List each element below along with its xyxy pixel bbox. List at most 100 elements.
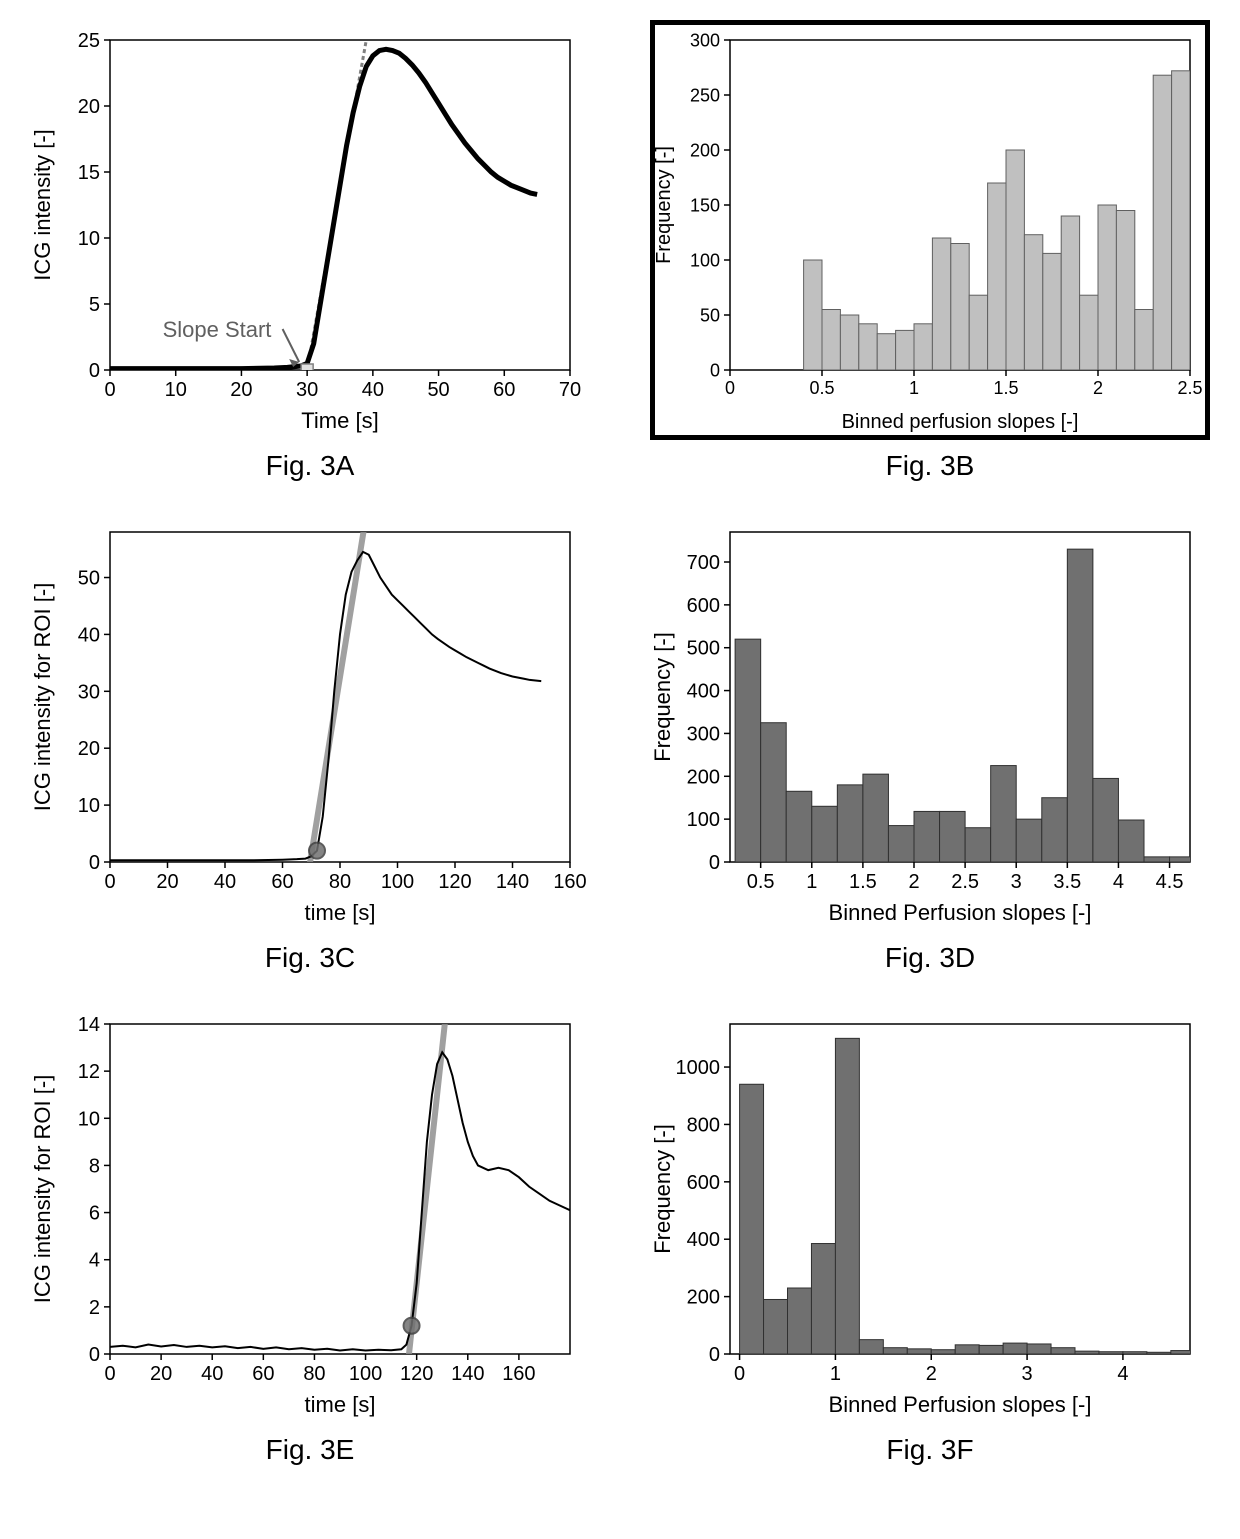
panel-c: 02040608010012014016001020304050time [s]…: [20, 512, 600, 974]
svg-text:5: 5: [89, 294, 100, 316]
caption-f: Fig. 3F: [886, 1434, 973, 1466]
svg-text:8: 8: [89, 1155, 100, 1177]
svg-text:250: 250: [690, 85, 720, 105]
svg-text:50: 50: [427, 379, 449, 401]
svg-text:ICG intensity [-]: ICG intensity [-]: [30, 129, 55, 281]
chart-e: 02040608010012014016002468101214time [s]…: [30, 1004, 590, 1424]
svg-text:10: 10: [78, 795, 100, 817]
panel-d: 0.511.522.533.544.5010020030040050060070…: [640, 512, 1220, 974]
chart-b: 00.511.522.5050100150200250300Binned per…: [650, 20, 1210, 440]
svg-text:Binned perfusion slopes [-]: Binned perfusion slopes [-]: [842, 411, 1079, 433]
svg-text:100: 100: [690, 250, 720, 270]
svg-text:Frequency [-]: Frequency [-]: [650, 632, 675, 762]
svg-text:600: 600: [687, 1172, 720, 1194]
svg-text:60: 60: [271, 871, 293, 893]
caption-e: Fig. 3E: [266, 1434, 355, 1466]
svg-text:1.5: 1.5: [849, 871, 877, 893]
svg-text:Slope Start: Slope Start: [163, 317, 272, 342]
svg-text:25: 25: [78, 30, 100, 52]
svg-text:140: 140: [496, 871, 529, 893]
svg-text:40: 40: [214, 871, 236, 893]
svg-text:0: 0: [89, 360, 100, 382]
svg-text:0: 0: [710, 360, 720, 380]
svg-text:1.5: 1.5: [993, 378, 1018, 398]
svg-text:2: 2: [1093, 378, 1103, 398]
svg-text:ICG intensity for ROI [-]: ICG intensity for ROI [-]: [30, 1075, 55, 1304]
svg-text:0: 0: [89, 1344, 100, 1366]
svg-text:160: 160: [502, 1363, 535, 1385]
svg-text:2: 2: [908, 871, 919, 893]
svg-text:2: 2: [89, 1297, 100, 1319]
svg-text:0.5: 0.5: [747, 871, 775, 893]
svg-text:800: 800: [687, 1114, 720, 1136]
svg-text:160: 160: [553, 871, 586, 893]
panel-b: 00.511.522.5050100150200250300Binned per…: [640, 20, 1220, 482]
svg-text:3: 3: [1022, 1363, 1033, 1385]
svg-text:0: 0: [89, 852, 100, 874]
svg-text:60: 60: [493, 379, 515, 401]
svg-text:4: 4: [89, 1250, 100, 1272]
svg-text:40: 40: [78, 624, 100, 646]
svg-text:4: 4: [1117, 1363, 1128, 1385]
chart-f: 0123402004006008001000Binned Perfusion s…: [650, 1004, 1210, 1424]
caption-b: Fig. 3B: [886, 450, 975, 482]
svg-text:150: 150: [690, 195, 720, 215]
svg-text:2.5: 2.5: [951, 871, 979, 893]
svg-text:0: 0: [104, 379, 115, 401]
svg-text:100: 100: [687, 809, 720, 831]
svg-text:3.5: 3.5: [1053, 871, 1081, 893]
svg-text:200: 200: [690, 140, 720, 160]
svg-text:60: 60: [252, 1363, 274, 1385]
panel-a: 0102030405060700510152025Time [s]ICG int…: [20, 20, 600, 482]
svg-text:10: 10: [165, 379, 187, 401]
svg-text:10: 10: [78, 1108, 100, 1130]
svg-text:1000: 1000: [676, 1057, 721, 1079]
svg-text:20: 20: [78, 96, 100, 118]
svg-text:300: 300: [690, 30, 720, 50]
svg-text:30: 30: [296, 379, 318, 401]
svg-text:0.5: 0.5: [809, 378, 834, 398]
svg-text:80: 80: [329, 871, 351, 893]
svg-text:400: 400: [687, 681, 720, 703]
svg-text:ICG intensity for ROI [-]: ICG intensity for ROI [-]: [30, 583, 55, 812]
svg-text:0: 0: [104, 871, 115, 893]
svg-text:0: 0: [709, 852, 720, 874]
svg-text:40: 40: [362, 379, 384, 401]
svg-text:0: 0: [709, 1344, 720, 1366]
svg-text:1: 1: [830, 1363, 841, 1385]
svg-text:3: 3: [1011, 871, 1022, 893]
svg-text:2.5: 2.5: [1177, 378, 1202, 398]
svg-text:120: 120: [438, 871, 471, 893]
svg-text:0: 0: [734, 1363, 745, 1385]
svg-text:4.5: 4.5: [1156, 871, 1184, 893]
svg-text:10: 10: [78, 228, 100, 250]
svg-text:100: 100: [381, 871, 414, 893]
svg-text:2: 2: [926, 1363, 937, 1385]
caption-a: Fig. 3A: [266, 450, 355, 482]
svg-text:1: 1: [909, 378, 919, 398]
svg-text:120: 120: [400, 1363, 433, 1385]
chart-d: 0.511.522.533.544.5010020030040050060070…: [650, 512, 1210, 932]
svg-text:1: 1: [806, 871, 817, 893]
svg-text:Binned Perfusion slopes [-]: Binned Perfusion slopes [-]: [829, 900, 1092, 925]
svg-text:4: 4: [1113, 871, 1124, 893]
svg-text:50: 50: [700, 305, 720, 325]
svg-text:200: 200: [687, 1287, 720, 1309]
svg-text:20: 20: [230, 379, 252, 401]
chart-c: 02040608010012014016001020304050time [s]…: [30, 512, 590, 932]
svg-text:Frequency [-]: Frequency [-]: [650, 1124, 675, 1254]
svg-text:700: 700: [687, 552, 720, 574]
svg-text:500: 500: [687, 638, 720, 660]
svg-text:time [s]: time [s]: [305, 900, 376, 925]
chart-a: 0102030405060700510152025Time [s]ICG int…: [30, 20, 590, 440]
svg-text:12: 12: [78, 1061, 100, 1083]
svg-text:20: 20: [156, 871, 178, 893]
svg-text:15: 15: [78, 162, 100, 184]
svg-text:30: 30: [78, 681, 100, 703]
svg-text:200: 200: [687, 766, 720, 788]
svg-text:6: 6: [89, 1203, 100, 1225]
panel-e: 02040608010012014016002468101214time [s]…: [20, 1004, 600, 1466]
svg-text:20: 20: [78, 738, 100, 760]
svg-text:0: 0: [104, 1363, 115, 1385]
caption-d: Fig. 3D: [885, 942, 975, 974]
